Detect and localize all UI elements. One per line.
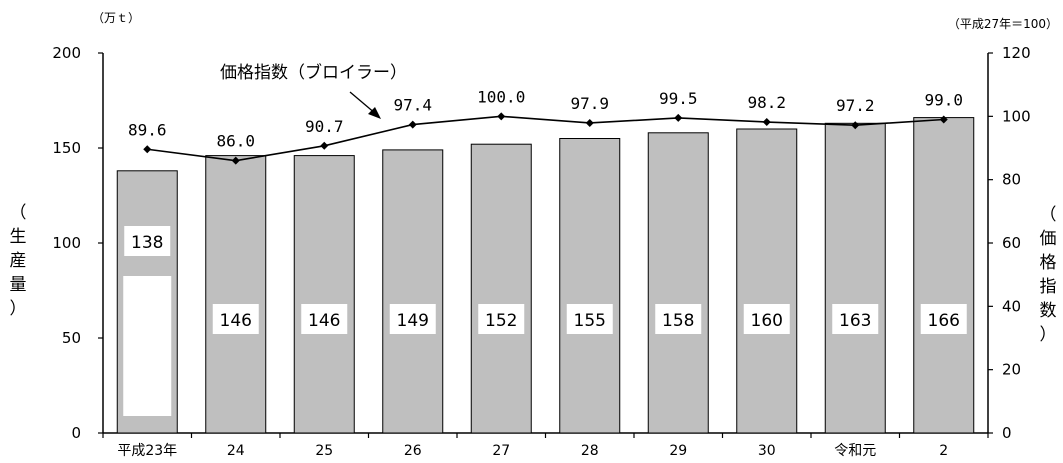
series-callout-line: [349, 91, 377, 115]
bar: [736, 128, 798, 434]
left-tick-label: 100: [52, 234, 81, 252]
bar-value-box: [566, 304, 613, 334]
bar-value-box: [478, 304, 525, 334]
x-tick-label: 平成23年: [117, 443, 177, 459]
data-labels: 138 146 146 149 152 155 158 160 163 166 89.6 86.0 90…: [123, 87, 967, 416]
bar-value-label: 163: [839, 311, 871, 331]
line-point-marker: [408, 120, 417, 129]
x-tick-label: 令和元: [834, 443, 876, 459]
bar-value-box: [920, 304, 967, 334]
line-point-marker: [497, 112, 506, 121]
line-value-label: 86.0: [216, 132, 255, 151]
bar-value-box: [124, 226, 171, 256]
x-tick-label: 25: [315, 443, 333, 459]
x-tick-label: 27: [492, 443, 510, 459]
bar-value-box: [832, 304, 879, 334]
x-tick-label: 26: [404, 443, 422, 459]
line-point-marker: [320, 141, 329, 150]
left-axis-unit: （万ｔ）: [92, 11, 140, 25]
right-tick-label: 60: [1002, 234, 1021, 252]
bar-value-box: [212, 304, 259, 334]
x-tick-label: 28: [581, 443, 599, 459]
left-tick-label: 150: [52, 139, 81, 157]
right-tick-label: 100: [1002, 107, 1031, 125]
x-tick-label: 24: [227, 443, 245, 459]
bar-value-label: 146: [220, 311, 252, 331]
price-index-line: [147, 115, 944, 162]
bar: [824, 122, 886, 434]
line-point-marker: [674, 113, 683, 122]
left-tick-label: 50: [62, 329, 81, 347]
right-axis-unit: （平成27年＝100）: [948, 17, 1058, 31]
bar-value-label: 146: [308, 311, 340, 331]
line-point-marker: [939, 115, 948, 124]
x-tick-label: 29: [669, 443, 687, 459]
bar: [913, 117, 975, 434]
line-value-label: 99.0: [924, 91, 963, 110]
right-tick-label: 80: [1002, 171, 1021, 189]
bar: [559, 138, 621, 434]
line-point-marker: [585, 118, 594, 127]
bar-value-label: 158: [662, 311, 694, 331]
line-value-label: 90.7: [305, 117, 344, 136]
bar-value-label: 152: [485, 311, 517, 331]
line-point-marker: [231, 156, 240, 165]
line-point-marker: [851, 121, 860, 130]
bar-series-name-box: [123, 276, 172, 416]
right-tick-label: 0: [1002, 424, 1012, 442]
line-point-marker: [762, 118, 771, 127]
bar-value-box: [301, 304, 348, 334]
line-value-label: 98.2: [747, 93, 786, 112]
bar-value-label: 155: [574, 311, 606, 331]
line-value-label: 89.6: [128, 120, 167, 139]
series-callout-arrowhead: [368, 107, 381, 119]
line-series: [143, 112, 948, 165]
right-tick-label: 20: [1002, 361, 1021, 379]
left-tick-label: 0: [71, 424, 81, 442]
bar: [293, 155, 355, 434]
x-tick-label: 30: [758, 443, 776, 459]
bar-value-box: [389, 304, 436, 334]
bar: [382, 149, 444, 434]
line-value-label: 97.9: [570, 94, 609, 113]
line-value-label: 97.2: [836, 96, 875, 115]
right-tick-label: 40: [1002, 297, 1021, 315]
line-point-marker: [143, 145, 152, 154]
bar-series: [116, 117, 975, 434]
line-series-name: 価格指数（ブロイラー）: [220, 62, 407, 83]
line-value-label: 97.4: [393, 96, 432, 115]
bar-value-box: [655, 304, 702, 334]
line-value-label: 99.5: [659, 89, 698, 108]
bar-value-label: 138: [131, 233, 163, 253]
x-tick-label: 2: [939, 443, 948, 459]
bar-value-label: 149: [397, 311, 429, 331]
bar-value-label: 160: [751, 311, 783, 331]
bar: [205, 155, 267, 434]
left-tick-label: 200: [52, 44, 81, 62]
bar-value-label: 166: [928, 311, 960, 331]
line-value-label: 100.0: [477, 87, 525, 106]
bar: [647, 132, 709, 434]
bar-value-box: [743, 304, 790, 334]
right-tick-label: 120: [1002, 44, 1031, 62]
left-axis-title: （生産量）: [10, 203, 27, 319]
right-axis-title: （価格指数）: [1040, 205, 1057, 345]
bar: [470, 143, 532, 434]
